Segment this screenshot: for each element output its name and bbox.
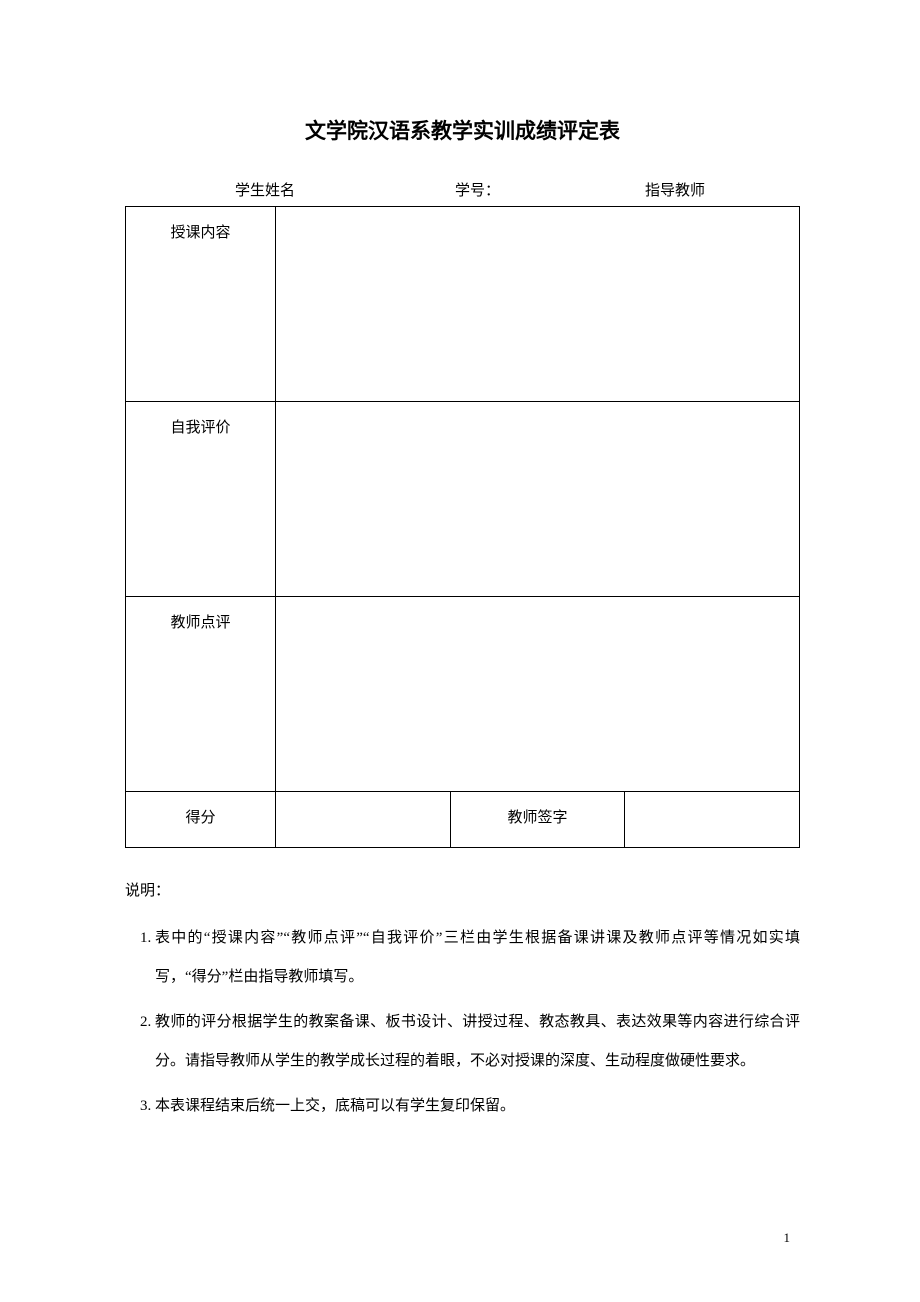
signature-label: 教师签字	[450, 792, 625, 848]
row-value-teacher-comment	[276, 597, 800, 792]
form-header: 学生姓名 学号： 指导教师	[125, 179, 800, 200]
list-item: 教师的评分根据学生的教案备课、板书设计、讲授过程、教态教具、表达效果等内容进行综…	[155, 1003, 800, 1081]
score-value	[276, 792, 451, 848]
student-name-label: 学生姓名	[235, 179, 455, 200]
evaluation-table: 授课内容 自我评价 教师点评 得分 教师签字	[125, 206, 800, 848]
row-value-self-eval	[276, 402, 800, 597]
advisor-label: 指导教师	[645, 179, 705, 200]
notes-list: 表中的“授课内容”“教师点评”“自我评价”三栏由学生根据备课讲课及教师点评等情况…	[125, 919, 800, 1126]
signature-value	[625, 792, 800, 848]
page-number: 1	[784, 1230, 791, 1246]
table-row: 自我评价	[126, 402, 800, 597]
notes-section: 说明： 表中的“授课内容”“教师点评”“自我评价”三栏由学生根据备课讲课及教师点…	[125, 872, 800, 1126]
row-value-content	[276, 207, 800, 402]
list-item: 表中的“授课内容”“教师点评”“自我评价”三栏由学生根据备课讲课及教师点评等情况…	[155, 919, 800, 997]
student-id-label: 学号：	[455, 179, 645, 200]
table-row: 授课内容	[126, 207, 800, 402]
list-item: 本表课程结束后统一上交，底稿可以有学生复印保留。	[155, 1087, 800, 1126]
page-title: 文学院汉语系教学实训成绩评定表	[125, 115, 800, 145]
row-label-self-eval: 自我评价	[126, 402, 276, 597]
table-row: 教师点评	[126, 597, 800, 792]
row-label-content: 授课内容	[126, 207, 276, 402]
score-label: 得分	[126, 792, 276, 848]
notes-heading: 说明：	[125, 872, 800, 911]
row-label-teacher-comment: 教师点评	[126, 597, 276, 792]
table-row: 得分 教师签字	[126, 792, 800, 848]
document-page: 文学院汉语系教学实训成绩评定表 学生姓名 学号： 指导教师 授课内容 自我评价 …	[0, 0, 920, 1126]
